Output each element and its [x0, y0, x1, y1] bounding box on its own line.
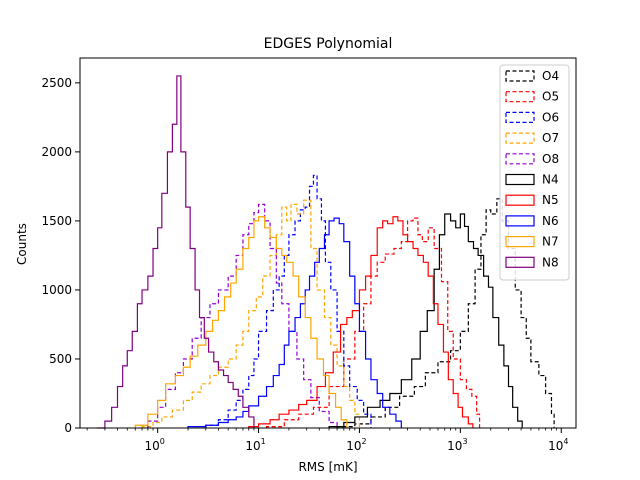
legend-label-o5: O5: [542, 90, 559, 104]
legend-label-n7: N7: [542, 235, 559, 249]
chart-title: EDGES Polynomial: [264, 36, 393, 52]
series-n8-line: [96, 75, 255, 429]
x-axis: 100 101 102 103 104: [86, 428, 568, 453]
y-tick-label: 1000: [41, 283, 72, 297]
legend-swatch-o5: [505, 91, 535, 103]
y-tick-label: 500: [49, 352, 72, 366]
series-n5-line: [248, 216, 474, 428]
y-axis-label: Counts: [15, 223, 29, 265]
x-axis-label: RMS [mK]: [298, 460, 357, 474]
plot-frame: [79, 57, 577, 429]
legend-swatch-n5: [505, 194, 535, 206]
series-o5-line: [265, 217, 481, 428]
x-tick-label: 101: [245, 437, 265, 453]
series-n4-line: [328, 213, 523, 428]
series-o7-line: [141, 199, 361, 428]
y-tick-label: 2000: [41, 145, 72, 159]
series-n6-line: [187, 217, 402, 428]
legend-label-o6: O6: [542, 110, 559, 124]
series-o8-line: [147, 203, 338, 428]
x-tick-label: 104: [548, 437, 568, 453]
legend-label-n5: N5: [542, 193, 559, 207]
y-axis: 0 500 1000 1500 2000 2500: [41, 76, 80, 435]
legend-label-n6: N6: [542, 214, 559, 228]
legend-swatch-n4: [505, 173, 535, 186]
legend-swatch-o8: [505, 153, 535, 165]
y-tick-label: 0: [64, 421, 72, 435]
legend-label-n8: N8: [542, 255, 559, 269]
series-o6-line: [205, 174, 372, 428]
legend-swatch-n6: [505, 215, 535, 227]
y-tick-label: 2500: [41, 76, 72, 90]
legend-swatch-n7: [505, 236, 535, 248]
legend-swatch-o7: [505, 132, 535, 144]
legend-label-o4: O4: [542, 69, 559, 83]
legend-swatch-o6: [505, 111, 535, 124]
legend-label-n4: N4: [542, 173, 559, 187]
series-n7-line: [134, 216, 348, 428]
legend-label-o7: O7: [542, 131, 559, 145]
x-tick-label: 103: [447, 437, 467, 453]
x-tick-label: 102: [346, 437, 366, 453]
series-o4-line: [336, 198, 555, 428]
legend: O4 O5 O6 O7 O8 N4 N5 N6 N7 N8: [499, 64, 570, 281]
legend-swatch-o4: [505, 70, 535, 82]
legend-swatch-n8: [505, 256, 535, 268]
x-tick-label: 100: [144, 437, 164, 453]
y-tick-label: 1500: [41, 214, 72, 228]
plot-series: [96, 75, 555, 429]
legend-label-o8: O8: [542, 152, 559, 166]
